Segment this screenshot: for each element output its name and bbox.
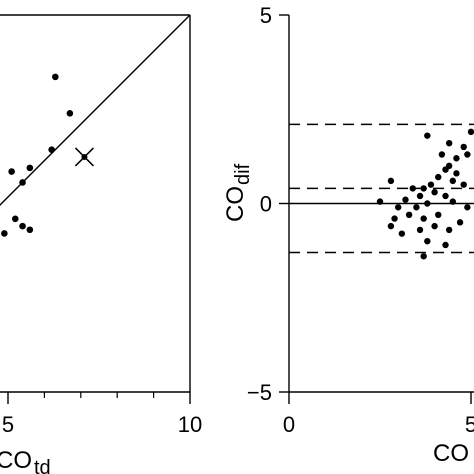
right-data-point-21 <box>376 198 384 205</box>
right-data-point-1 <box>445 139 453 147</box>
marked-point-dot <box>81 153 88 160</box>
left-marked-point <box>74 147 94 167</box>
left-data-point-8 <box>26 226 34 234</box>
right-y-tick-label-0: 0 <box>260 192 272 217</box>
left-data-point-6 <box>11 215 19 223</box>
right-points <box>376 128 474 260</box>
right-data-point-5 <box>453 155 460 162</box>
right-data-point-30 <box>420 215 427 222</box>
right-data-point-13 <box>420 185 427 192</box>
right-data-point-36 <box>445 226 453 234</box>
right-x-tick-label-0: 0 <box>283 412 295 437</box>
right-data-point-14 <box>460 181 467 188</box>
left-data-point-4 <box>19 179 26 186</box>
left-data-point-0 <box>52 73 59 81</box>
left-x-tick-label-10: 10 <box>178 412 202 437</box>
right-data-point-4 <box>438 151 446 158</box>
right-data-point-9 <box>453 170 460 177</box>
right-data-point-7 <box>464 151 471 158</box>
right-data-point-39 <box>420 253 427 260</box>
right-y-ticks: 5 0 −5 <box>247 3 289 405</box>
left-data-point-5 <box>26 164 34 172</box>
right-data-point-3 <box>467 128 474 136</box>
right-x-axis-label: CO <box>433 440 469 467</box>
left-identity-line <box>0 15 191 206</box>
left-x-tick-label-5: 5 <box>2 412 14 437</box>
right-data-point-37 <box>424 238 431 245</box>
identity-line <box>0 15 191 206</box>
right-data-point-19 <box>442 192 449 200</box>
left-data-point-2 <box>48 146 55 153</box>
right-data-point-20 <box>402 196 409 203</box>
right-data-point-17 <box>431 188 438 196</box>
right-data-point-29 <box>391 215 398 222</box>
right-y-tick-label-5: 5 <box>260 3 272 28</box>
right-data-point-28 <box>435 211 442 219</box>
right-data-point-2 <box>460 143 467 151</box>
right-data-point-33 <box>387 222 395 230</box>
left-data-point-1 <box>66 109 74 117</box>
right-reference-lines <box>289 123 474 254</box>
right-data-point-32 <box>431 222 438 230</box>
left-data-point-7 <box>19 222 26 230</box>
left-points <box>1 73 74 237</box>
right-data-point-24 <box>395 204 402 211</box>
right-data-point-27 <box>405 211 413 219</box>
right-data-point-25 <box>413 204 420 211</box>
left-x-axis-label: CO td <box>0 447 51 474</box>
left-x-ticks: 5 10 <box>2 392 202 437</box>
right-data-point-0 <box>424 132 431 139</box>
right-data-point-12 <box>449 177 456 185</box>
right-data-point-10 <box>435 173 442 181</box>
right-data-point-22 <box>424 200 431 207</box>
left-data-point-9 <box>1 230 8 237</box>
right-data-point-16 <box>387 177 395 185</box>
right-x-tick-label-5: 5 <box>465 412 474 437</box>
right-data-point-26 <box>464 204 471 211</box>
right-data-point-11 <box>427 181 435 188</box>
left-panel: 5 10 CO td <box>0 14 202 474</box>
left-data-point-3 <box>8 168 15 175</box>
right-data-point-34 <box>416 226 424 234</box>
right-y-axis-label: COdif <box>222 163 254 222</box>
right-data-point-15 <box>409 185 416 192</box>
right-data-point-18 <box>416 192 424 200</box>
right-data-point-31 <box>456 219 464 226</box>
right-data-point-8 <box>442 166 449 173</box>
right-data-point-38 <box>442 241 449 249</box>
right-data-point-23 <box>449 198 456 205</box>
right-y-tick-label--5: −5 <box>247 380 272 405</box>
right-data-point-35 <box>398 230 406 237</box>
